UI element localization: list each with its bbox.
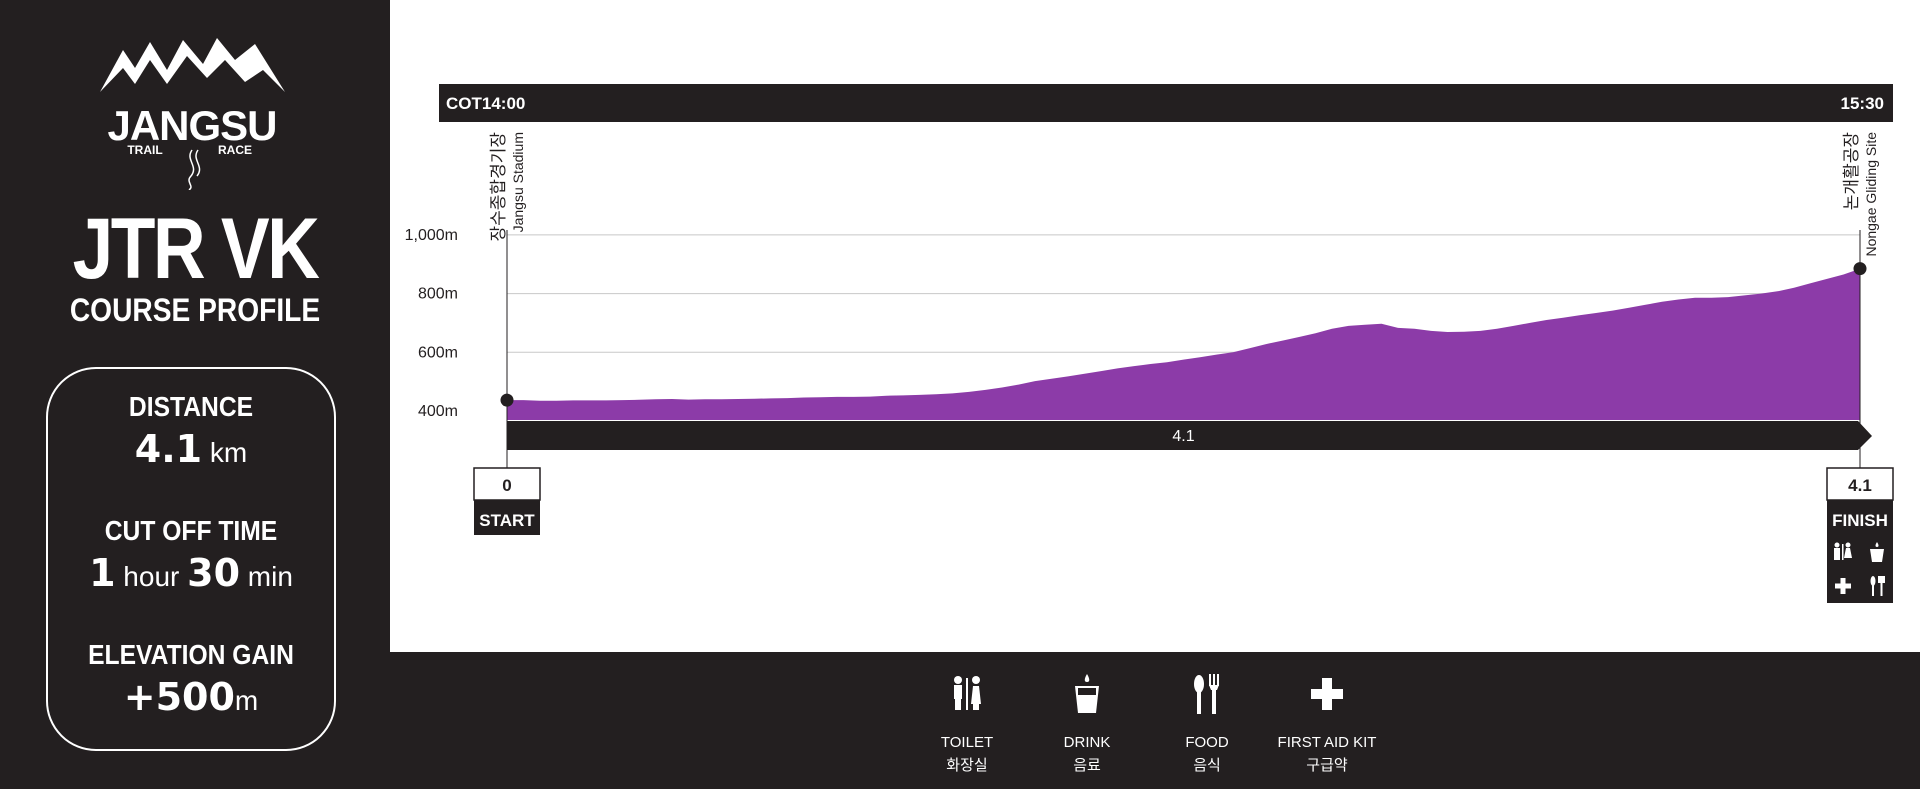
checkpoint-name-ko: 장수종합경기장 [489,132,508,242]
distance-label: DISTANCE [128,391,254,422]
toilet-icon [954,676,981,710]
checkpoint-name: START [479,511,535,530]
legend-label-drink-ko: 음료 [1073,757,1101,774]
cot-bar: COT14:00 15:30 [439,84,1893,122]
cutoff-value: 1 hour 30 min [89,551,293,595]
checkpoint-marker [500,393,514,407]
checkpoint-finish: 논개활공장 Nongae Gliding Site 4.1 FINISH [1826,132,1894,603]
drink-icon [1870,542,1884,562]
food-icon [1194,674,1219,714]
legend-label-first-aid-ko: 구급약 [1306,757,1348,774]
checkpoint-name-en: Nongae Gliding Site [1863,132,1879,257]
checkpoint-km-box [473,467,541,501]
legend-item-food: FOOD 음식 [1137,652,1277,789]
checkpoint-marker [1853,262,1867,276]
race-subtitle: COURSE PROFILE [69,292,321,328]
drink-icon [1075,674,1099,713]
checkpoint-name: FINISH [1832,511,1888,530]
cot-start: COT14:00 [446,94,525,113]
distance-value: 4.1 km [134,427,248,471]
race-title: JTR VK [72,201,320,297]
legend-label-drink: DRINK [1063,734,1111,751]
sidebar: JANGSU TRAIL RACE JTR VK COURSE PROFILE … [0,0,390,789]
cot-end: 15:30 [1841,94,1884,113]
elevation-profile-area [507,268,1860,420]
legend-bar: TOILET 화장실 DRINK 음료 FOOD 음식 FIRST AID KI… [390,652,1920,789]
logo-wordmark: JANGSU [107,102,276,149]
legend-label-food-ko: 음식 [1193,757,1221,774]
elevation-gain-value: +500m [123,675,259,719]
first-aid-icon [1835,578,1851,594]
legend-label-toilet-ko: 화장실 [946,757,988,774]
y-tick-label: 1,000m [405,227,458,244]
checkpoint-km: 0 [502,476,511,495]
first-aid-icon [1311,678,1343,710]
legend-label-first-aid: FIRST AID KIT [1277,734,1377,751]
food-icon [1870,576,1885,596]
legend-item-drink: DRINK 음료 [1017,652,1157,789]
checkpoint-start: 장수종합경기장 Jangsu Stadium 0 START [473,132,541,535]
y-tick-label: 600m [418,344,458,361]
legend-label-toilet: TOILET [940,734,994,751]
segment-distance-label: 4.1 [1172,428,1194,445]
checkpoint-name-box [1827,500,1893,535]
legend-item-first-aid: FIRST AID KIT 구급약 [1257,652,1397,789]
legend-label-food: FOOD [1185,734,1229,751]
checkpoint-name-ko: 논개활공장 [1842,132,1861,211]
checkpoint-km: 4.1 [1848,476,1872,495]
elevation-gain-label: ELEVATION GAIN [88,639,294,670]
checkpoint-name-en: Jangsu Stadium [510,132,526,232]
checkpoint-name-box [474,500,540,535]
toilet-icon [1834,542,1852,560]
stats-panel: DISTANCE 4.1 km CUT OFF TIME 1 hour 30 m… [46,367,336,751]
y-tick-label: 400m [418,403,458,420]
course-profile-chart: COT14:00 15:30 400m 600m 800m 1,000m 4.1 장수… [405,84,1894,603]
segment-distance-bar [507,421,1872,450]
cutoff-label: CUT OFF TIME [104,515,278,546]
logo-tagline-right: RACE [218,143,252,157]
legend-item-toilet: TOILET 화장실 [897,652,1037,789]
jangsu-trail-race-logo: JANGSU TRAIL RACE [100,38,285,190]
logo-tagline-left: TRAIL [127,143,162,157]
y-tick-label: 800m [418,286,458,303]
